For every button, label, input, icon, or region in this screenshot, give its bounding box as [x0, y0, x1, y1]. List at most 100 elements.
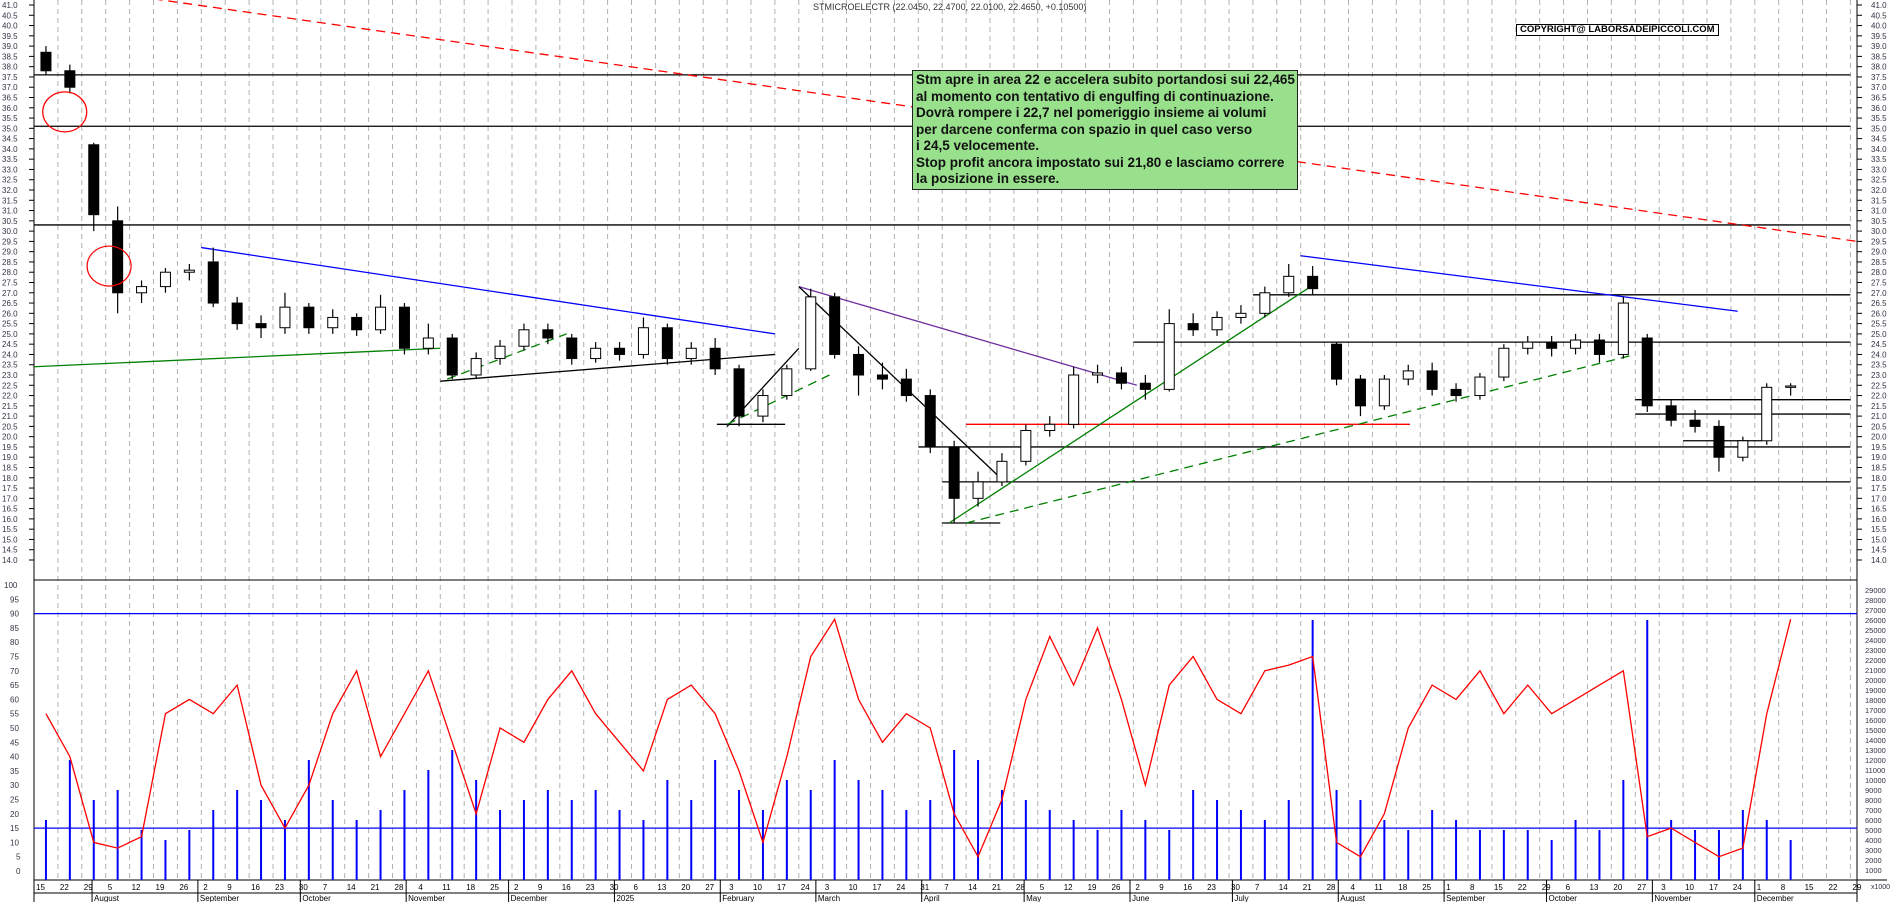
price-tick-label-right: 41.0: [1871, 1, 1887, 10]
x-day-label: 17: [1709, 883, 1718, 892]
oscillator-tick-label: 35: [10, 767, 19, 776]
volume-tick-label: 10000: [1865, 776, 1886, 785]
x-day-label: 12: [1064, 883, 1073, 892]
candle-body: [255, 323, 267, 329]
candle-body: [1498, 347, 1510, 378]
price-tick-label-left: 22.5: [2, 381, 18, 390]
price-tick-label-right: 16.0: [1871, 515, 1887, 524]
candle-body: [1761, 386, 1773, 442]
price-tick-label-right: 21.0: [1871, 412, 1887, 421]
volume-tick-label: 27000: [1865, 606, 1886, 615]
x-day-label: 20: [1613, 883, 1622, 892]
volume-tick-label: 22000: [1865, 656, 1886, 665]
price-tick-label-right: 40.0: [1871, 22, 1887, 31]
x-day-label: 23: [586, 883, 595, 892]
price-tick-label-right: 14.0: [1871, 556, 1887, 565]
x-day-label: 24: [801, 883, 810, 892]
note-line: al momento con tentativo di engulfing di…: [916, 88, 1274, 104]
candle-body: [422, 337, 434, 349]
x-day-label: 3: [825, 883, 830, 892]
x-day-label: 4: [418, 883, 423, 892]
price-tick-label-right: 34.0: [1871, 145, 1887, 154]
volume-tick-label: 29000: [1865, 586, 1886, 595]
volume-tick-label: 8000: [1865, 796, 1882, 805]
volume-tick-label: 13000: [1865, 746, 1886, 755]
price-tick-label-left: 19.0: [2, 453, 18, 462]
candle-body: [709, 347, 721, 370]
price-tick-label-right: 19.5: [1871, 443, 1887, 452]
analysis-note: Stm apre in area 22 e accelera subito po…: [912, 70, 1298, 190]
trend-line: [948, 288, 1308, 524]
candle-body: [757, 395, 769, 417]
price-tick-label-left: 26.0: [2, 309, 18, 318]
x-month-label: 2025: [616, 894, 634, 902]
x-day-label: 21: [992, 883, 1001, 892]
highlight-circle: [42, 91, 88, 133]
price-tick-label-left: 29.0: [2, 248, 18, 257]
x-day-label: 18: [466, 883, 475, 892]
price-tick-label-right: 31.5: [1871, 196, 1887, 205]
candle-body: [733, 368, 745, 417]
x-day-label: 5: [108, 883, 113, 892]
x-month-label: August: [94, 894, 120, 902]
x-day-label: 22: [1518, 883, 1527, 892]
volume-tick-label: 14000: [1865, 736, 1886, 745]
candle-body: [1307, 275, 1319, 290]
candle-body: [231, 302, 243, 325]
price-tick-label-left: 27.0: [2, 289, 18, 298]
trend-line: [965, 353, 1636, 524]
candle-body: [948, 446, 960, 499]
price-tick-label-left: 39.0: [2, 42, 18, 51]
candle-body: [1785, 385, 1797, 388]
note-line: Stm apre in area 22 e accelera subito po…: [916, 72, 1295, 87]
price-tick-label-right: 17.0: [1871, 494, 1887, 503]
x-day-label: 17: [873, 883, 882, 892]
x-day-label: 23: [275, 883, 284, 892]
x-day-label: 15: [1494, 883, 1503, 892]
trend-line: [440, 353, 775, 382]
oscillator-tick-label: 45: [10, 738, 19, 747]
price-tick-label-left: 35.5: [2, 114, 18, 123]
copyright-watermark: COPYRIGHT@ LABORSADEIPICCOLI.COM: [1516, 24, 1719, 36]
price-tick-label-right: 38.0: [1871, 63, 1887, 72]
candle-body: [900, 378, 912, 397]
price-tick-label-left: 40.5: [2, 11, 18, 20]
oscillator-tick-label: 20: [10, 810, 19, 819]
candle-body: [1593, 339, 1605, 355]
x-day-label: 9: [1159, 883, 1164, 892]
price-tick-label-left: 39.5: [2, 32, 18, 41]
price-tick-label-right: 35.5: [1871, 114, 1887, 123]
price-tick-label-right: 31.0: [1871, 207, 1887, 216]
price-tick-label-right: 37.0: [1871, 83, 1887, 92]
note-line: i 24,5 velocemente.: [916, 138, 1040, 153]
candle-body: [1044, 423, 1056, 432]
price-tick-label-right: 18.0: [1871, 474, 1887, 483]
price-tick-label-left: 14.5: [2, 546, 18, 555]
price-tick-label-left: 24.0: [2, 350, 18, 359]
x-day-label: 7: [944, 883, 949, 892]
candle-body: [64, 70, 76, 88]
chart-title: STMICROELECTR (22.0450, 22.4700, 22.0100…: [813, 2, 1087, 12]
candle-body: [542, 329, 554, 339]
volume-tick-label: 7000: [1865, 806, 1882, 815]
candle-body: [1474, 376, 1486, 397]
candle-body: [1068, 374, 1080, 425]
x-day-label: 28: [1327, 883, 1336, 892]
volume-tick-label: 3000: [1865, 846, 1882, 855]
x-day-label: 3: [1661, 883, 1666, 892]
x-month-label: December: [1757, 894, 1794, 902]
candle-body: [1211, 316, 1223, 331]
volume-tick-label: 24000: [1865, 636, 1886, 645]
candle-body: [1617, 302, 1629, 355]
x-day-label: 10: [849, 883, 858, 892]
x-day-label: 14: [347, 883, 356, 892]
x-month-label: October: [1549, 894, 1578, 902]
trend-line: [201, 246, 775, 335]
volume-tick-label: 5000: [1865, 826, 1882, 835]
price-tick-label-right: 16.5: [1871, 505, 1887, 514]
oscillator-tick-label: 75: [10, 653, 19, 662]
candle-body: [279, 306, 291, 329]
trend-line: [798, 286, 1001, 479]
price-tick-label-left: 25.0: [2, 330, 18, 339]
x-day-label: 14: [968, 883, 977, 892]
